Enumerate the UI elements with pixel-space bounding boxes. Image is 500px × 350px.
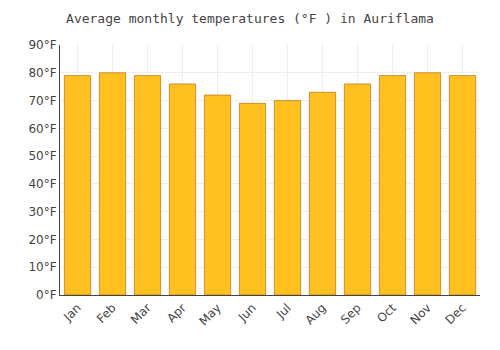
svg-text:90°F: 90°F [28, 38, 56, 52]
svg-text:Aug: Aug [302, 301, 328, 327]
svg-text:Sep: Sep [338, 301, 364, 327]
svg-text:May: May [196, 301, 223, 328]
svg-text:Mar: Mar [128, 301, 154, 327]
svg-text:0°F: 0°F [36, 288, 57, 302]
svg-text:Jul: Jul [273, 301, 294, 322]
svg-text:30°F: 30°F [28, 205, 56, 219]
svg-text:20°F: 20°F [28, 233, 56, 247]
svg-text:60°F: 60°F [28, 122, 56, 136]
svg-text:80°F: 80°F [28, 66, 56, 80]
svg-text:Dec: Dec [443, 301, 469, 327]
svg-text:40°F: 40°F [28, 177, 56, 191]
svg-text:Average monthly temperatures (: Average monthly temperatures (°F ) in Au… [66, 11, 434, 26]
svg-text:50°F: 50°F [28, 149, 56, 163]
svg-text:Jun: Jun [235, 301, 259, 325]
svg-text:Jan: Jan [60, 301, 84, 325]
svg-text:10°F: 10°F [28, 260, 56, 274]
svg-text:70°F: 70°F [28, 94, 56, 108]
svg-text:Feb: Feb [94, 301, 119, 326]
svg-text:Apr: Apr [164, 301, 189, 326]
svg-text:Oct: Oct [374, 301, 399, 326]
svg-text:Nov: Nov [407, 301, 433, 327]
